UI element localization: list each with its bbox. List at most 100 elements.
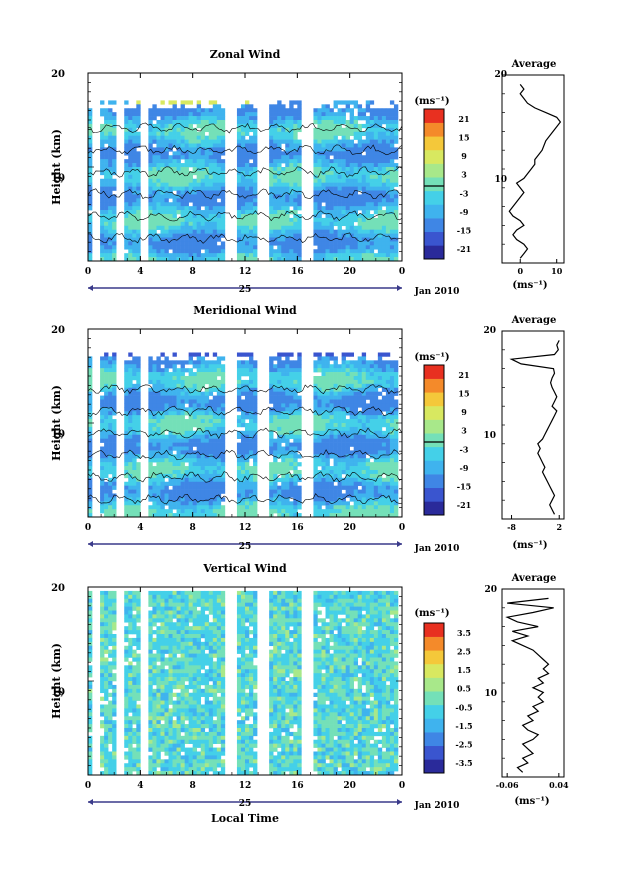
zonal-heat-cell bbox=[188, 123, 193, 129]
meridional-heat-cell bbox=[269, 376, 274, 381]
meridional-heat-cell bbox=[148, 407, 153, 412]
zonal-heat-cell bbox=[184, 108, 189, 113]
meridional-heat-cell bbox=[212, 383, 218, 389]
zonal-heat-cell bbox=[152, 253, 157, 258]
zonal-heat-cell bbox=[124, 198, 129, 203]
meridional-heat-cell bbox=[136, 360, 141, 365]
zonal-heat-cell bbox=[172, 206, 177, 211]
zonal-heat-cell bbox=[325, 233, 330, 238]
meridional-heat-cell bbox=[365, 509, 371, 514]
meridional-heat-cell bbox=[337, 450, 342, 455]
zonal-heat-cell bbox=[333, 233, 338, 238]
zonal-heat-cell bbox=[273, 206, 278, 211]
zonal-heat-cell bbox=[249, 202, 254, 207]
zonal-heat-cell bbox=[204, 198, 210, 203]
meridional-heat-cell bbox=[180, 360, 185, 365]
zonal-heat-cell bbox=[200, 210, 206, 215]
zonal-heat-cell bbox=[369, 233, 375, 238]
meridional-heat-cell bbox=[208, 454, 214, 459]
zonal-heat-cell bbox=[136, 257, 141, 262]
zonal-heat-cell bbox=[333, 174, 338, 180]
zonal-heat-cell bbox=[269, 135, 274, 140]
meridional-heat-cell bbox=[289, 426, 294, 432]
meridional-heat-cell bbox=[212, 466, 218, 471]
zonal-heat-cell bbox=[269, 155, 274, 160]
meridional-heat-cell bbox=[385, 415, 391, 420]
zonal-heat-cell bbox=[345, 257, 350, 262]
meridional-heat-cell bbox=[321, 493, 326, 498]
zonal-heat-cell bbox=[289, 170, 294, 176]
meridional-heat-cell bbox=[277, 426, 282, 432]
zonal-heat-cell bbox=[377, 131, 383, 136]
meridional-heat-cell bbox=[293, 379, 298, 385]
zonal-heat-cell bbox=[289, 245, 294, 250]
zonal-heat-cell bbox=[365, 135, 371, 140]
meridional-heat-cell bbox=[333, 415, 338, 420]
meridional-heat-cell bbox=[184, 493, 189, 498]
meridional-heat-cell bbox=[176, 368, 181, 373]
meridional-heat-cell bbox=[285, 423, 290, 428]
meridional-heat-cell bbox=[112, 466, 117, 471]
meridional-heat-cell bbox=[148, 513, 153, 518]
zonal-heat-cell bbox=[293, 108, 298, 113]
meridional-heat-cell bbox=[289, 501, 294, 506]
meridional-heat-cell bbox=[152, 513, 157, 518]
zonal-heat-cell bbox=[249, 147, 254, 152]
meridional-heat-cell bbox=[180, 383, 185, 389]
meridional-heat-cell bbox=[128, 395, 133, 400]
meridional-heat-cell bbox=[285, 395, 290, 400]
zonal-heat-cell bbox=[148, 163, 153, 168]
zonal-heat-cell bbox=[164, 116, 169, 121]
zonal-heat-cell bbox=[289, 112, 294, 117]
zonal-heat-cell bbox=[329, 135, 334, 140]
meridional-heat-cell bbox=[253, 473, 258, 479]
zonal-heat-cell bbox=[365, 159, 371, 164]
zonal-heat-cell bbox=[156, 143, 161, 148]
zonal-heat-cell bbox=[373, 116, 379, 121]
meridional-heat-cell bbox=[373, 364, 379, 369]
zonal-heat-cell bbox=[269, 170, 274, 176]
zonal-heat-cell bbox=[385, 155, 391, 160]
meridional-heat-cell bbox=[200, 485, 206, 490]
meridional-heat-cell bbox=[240, 438, 246, 443]
meridional-heat-cell bbox=[365, 395, 371, 400]
zonal-heat-cell bbox=[277, 135, 282, 140]
zonal-heat-cell bbox=[164, 170, 169, 176]
zonal-heat-cell bbox=[216, 206, 222, 211]
zonal-heat-cell bbox=[192, 249, 197, 254]
meridional-heat-cell bbox=[168, 434, 173, 439]
zonal-heat-cell bbox=[285, 155, 290, 160]
meridional-heat-cell bbox=[337, 501, 342, 506]
zonal-heat-cell bbox=[152, 217, 157, 223]
meridional-heat-cell bbox=[108, 513, 113, 518]
zonal-heat-cell bbox=[164, 178, 169, 183]
zonal-heat-cell bbox=[293, 198, 298, 203]
meridional-heat-cell bbox=[377, 379, 383, 385]
zonal-heat-cell bbox=[349, 182, 354, 187]
meridional-heat-cell bbox=[172, 360, 177, 365]
meridional-heat-cell bbox=[317, 407, 322, 412]
zonal-heat-cell bbox=[385, 170, 391, 176]
meridional-heat-cell bbox=[124, 395, 129, 400]
meridional-heat-cell bbox=[337, 438, 342, 443]
zonal-heat-cell bbox=[196, 131, 202, 136]
zonal-heat-cell bbox=[373, 186, 379, 191]
zonal-heat-cell bbox=[204, 112, 210, 117]
zonal-heat-cell bbox=[273, 202, 278, 207]
meridional-heat-cell bbox=[136, 509, 141, 514]
zonal-heat-cell bbox=[313, 155, 318, 160]
zonal-heat-cell bbox=[204, 178, 210, 183]
zonal-heat-cell bbox=[337, 112, 342, 117]
zonal-heat-cell bbox=[184, 237, 189, 242]
zonal-heat-cell bbox=[236, 163, 242, 168]
zonal-heat-cell bbox=[236, 198, 242, 203]
zonal-heat-cell bbox=[200, 170, 206, 176]
meridional-heat-cell bbox=[172, 383, 177, 389]
meridional-heat-cell bbox=[240, 423, 246, 428]
zonal-heat-cell bbox=[321, 143, 326, 148]
meridional-heat-cell bbox=[277, 364, 282, 369]
meridional-heat-cell bbox=[341, 454, 346, 459]
zonal-heat-cell bbox=[180, 182, 185, 187]
zonal-heat-cell bbox=[293, 206, 298, 211]
meridional-heat-cell bbox=[377, 411, 383, 416]
